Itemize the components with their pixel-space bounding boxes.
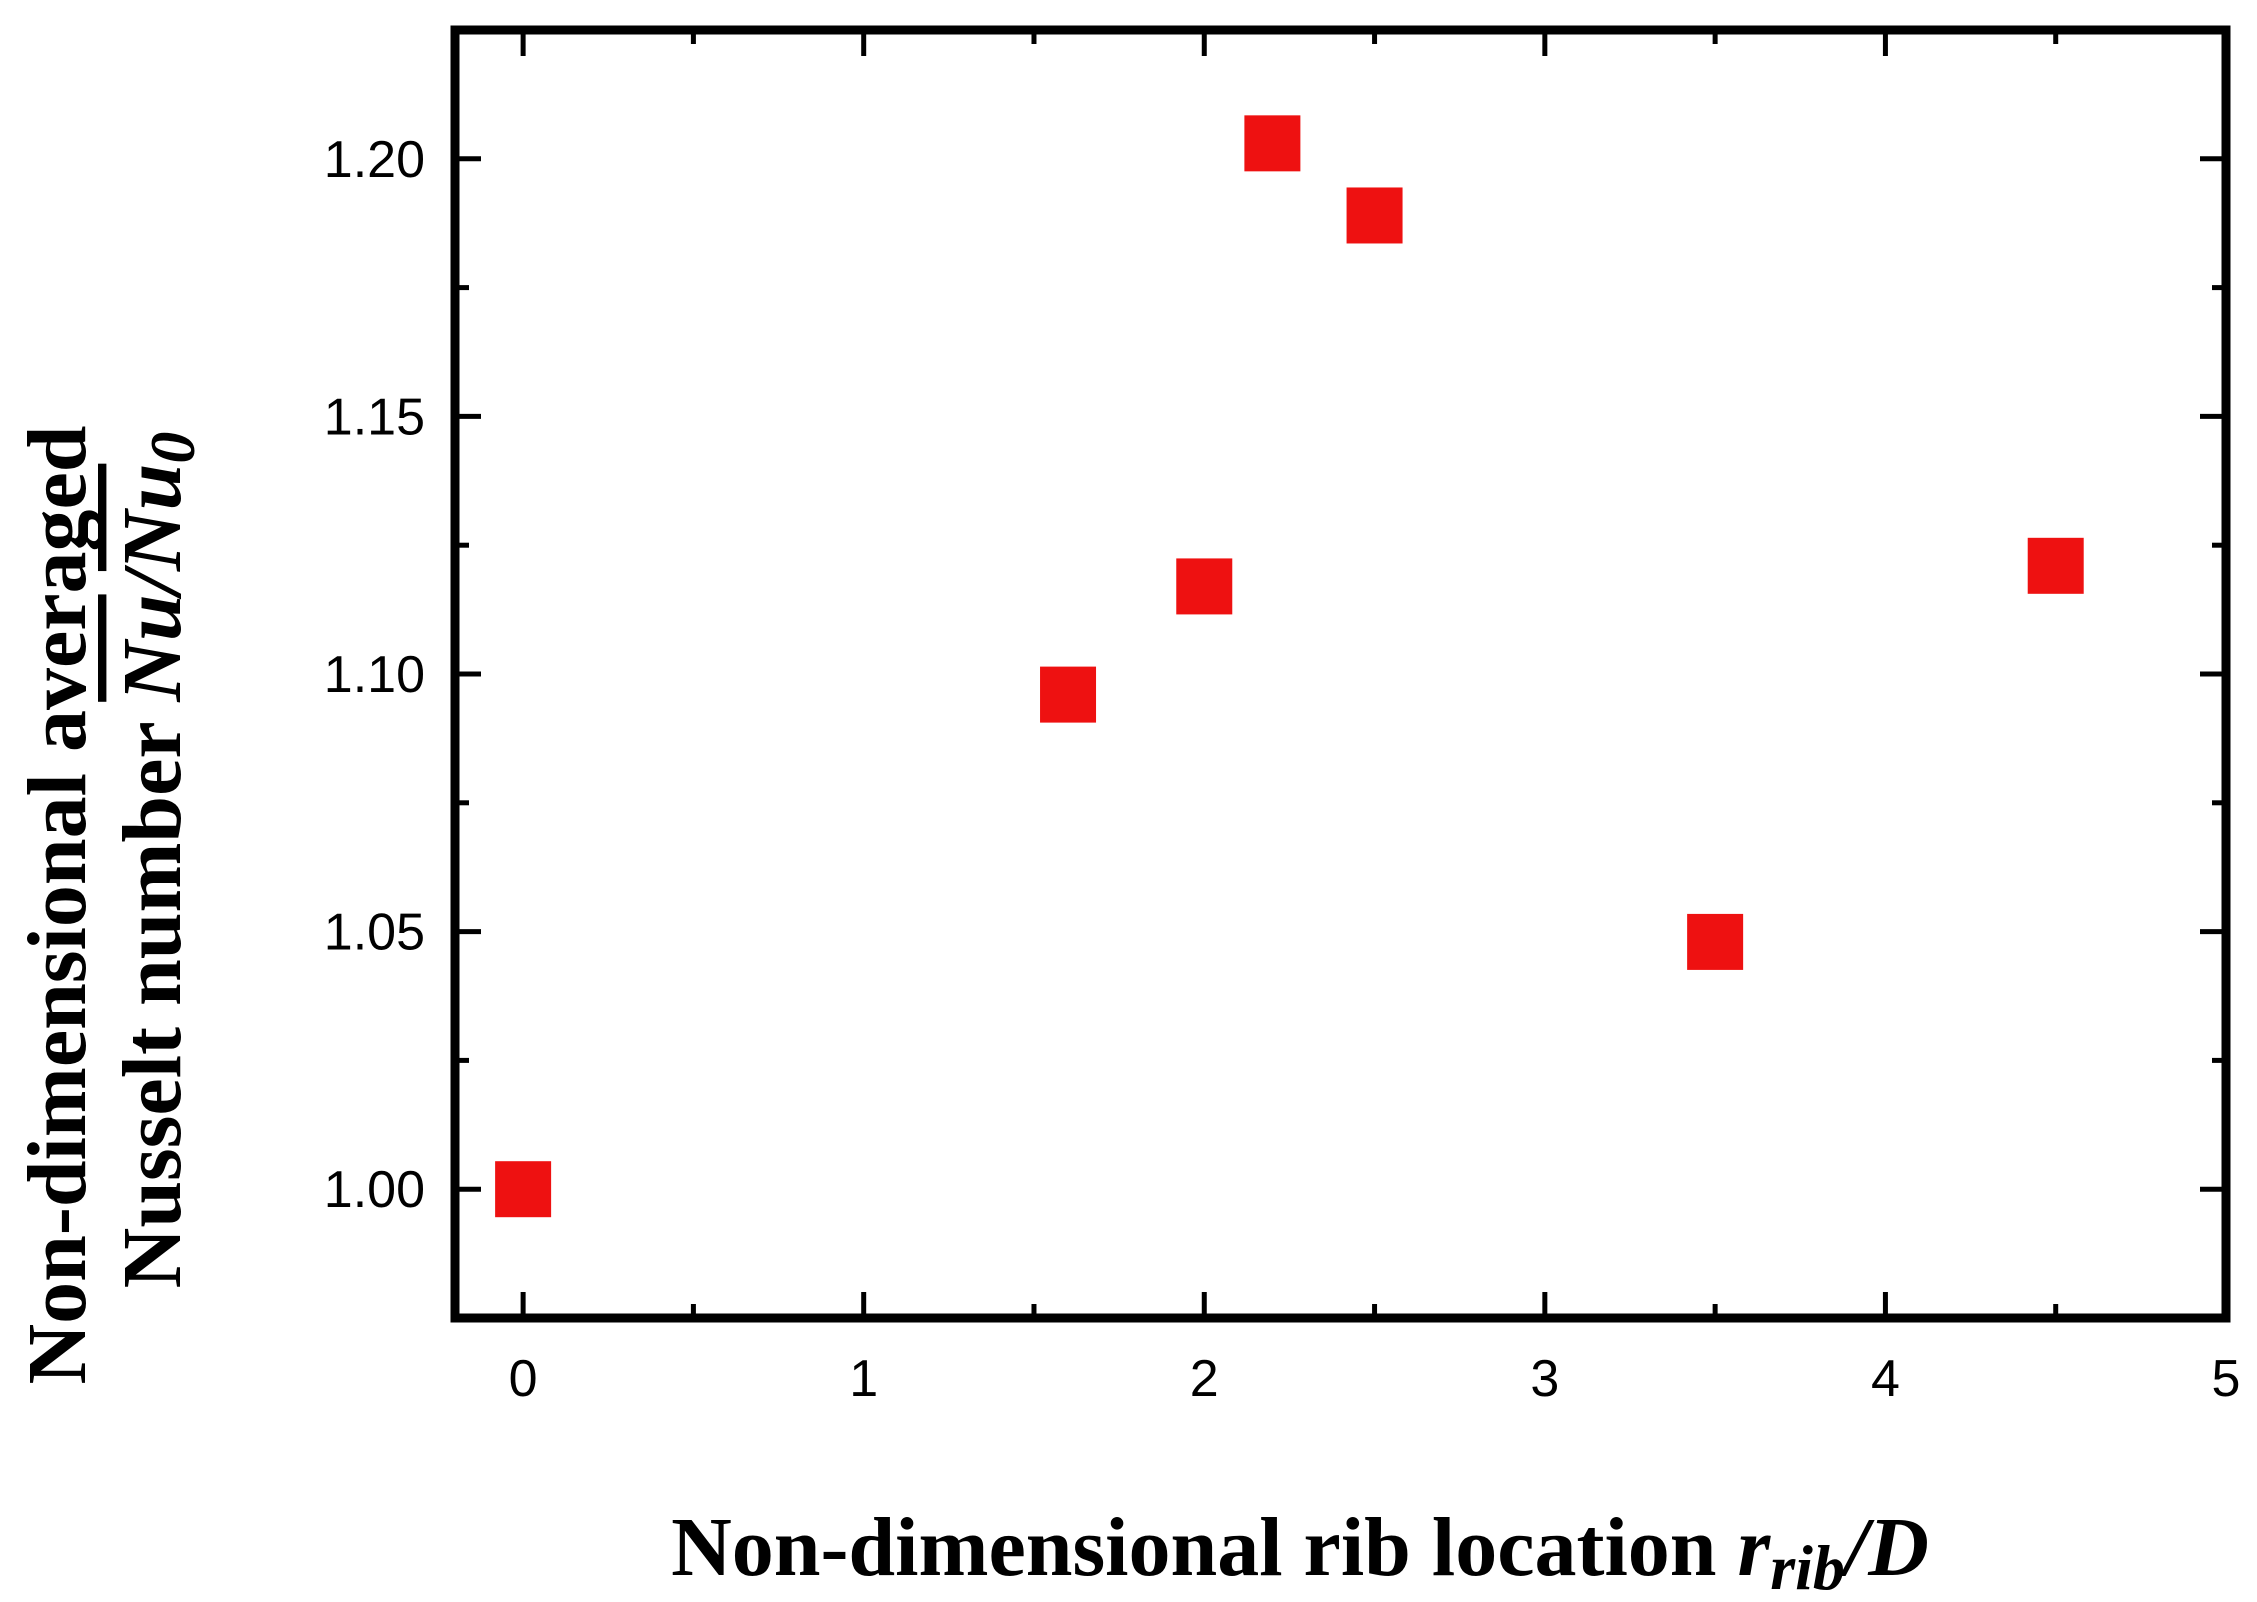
data-point: [1244, 115, 1301, 172]
x-tick-label: 0: [509, 1350, 538, 1408]
data-point: [1346, 187, 1403, 244]
data-point: [2027, 537, 2084, 594]
data-point: [495, 1161, 552, 1218]
x-tick-label: 3: [1530, 1350, 1559, 1408]
x-title-suffix: /D: [1839, 1501, 1929, 1594]
y-tick-label: 1.15: [324, 388, 425, 446]
x-title-sub: rib: [1770, 1532, 1845, 1602]
y-tick-label: 1.05: [324, 904, 425, 962]
y-axis-title-line1: Non-dimensional averaged: [11, 425, 104, 1384]
x-tick-label: 5: [2212, 1350, 2241, 1408]
data-point: [1040, 666, 1097, 723]
x-tick-label: 2: [1190, 1350, 1219, 1408]
x-title-prefix: Non-dimensional rib location: [671, 1501, 1737, 1594]
x-axis-title: Non-dimensional rib location rrib/D: [671, 1501, 1929, 1602]
data-point: [1176, 558, 1233, 615]
y-axis-title-line2: Nusselt number Nu/Nu0: [106, 432, 208, 1289]
y-title-denominator-sub: 0: [137, 432, 208, 464]
x-title-var: r: [1738, 1501, 1772, 1594]
y-title-numerator: Nu: [106, 594, 199, 702]
x-tick-label: 1: [849, 1350, 878, 1408]
x-tick-label: 4: [1871, 1350, 1900, 1408]
y-title-prefix: Nusselt number: [106, 702, 199, 1289]
y-tick-label: 1.20: [324, 131, 425, 189]
plot-area: 0 1 2 3 4 5 1.00 1.05 1.10 1.15 1.20: [324, 25, 2241, 1408]
data-point: [1687, 913, 1744, 970]
plot-frame: [450, 25, 2231, 1323]
y-title-denominator: Nu: [106, 464, 199, 572]
y-tick-label: 1.10: [324, 646, 425, 704]
y-tick-label: 1.00: [324, 1161, 425, 1219]
